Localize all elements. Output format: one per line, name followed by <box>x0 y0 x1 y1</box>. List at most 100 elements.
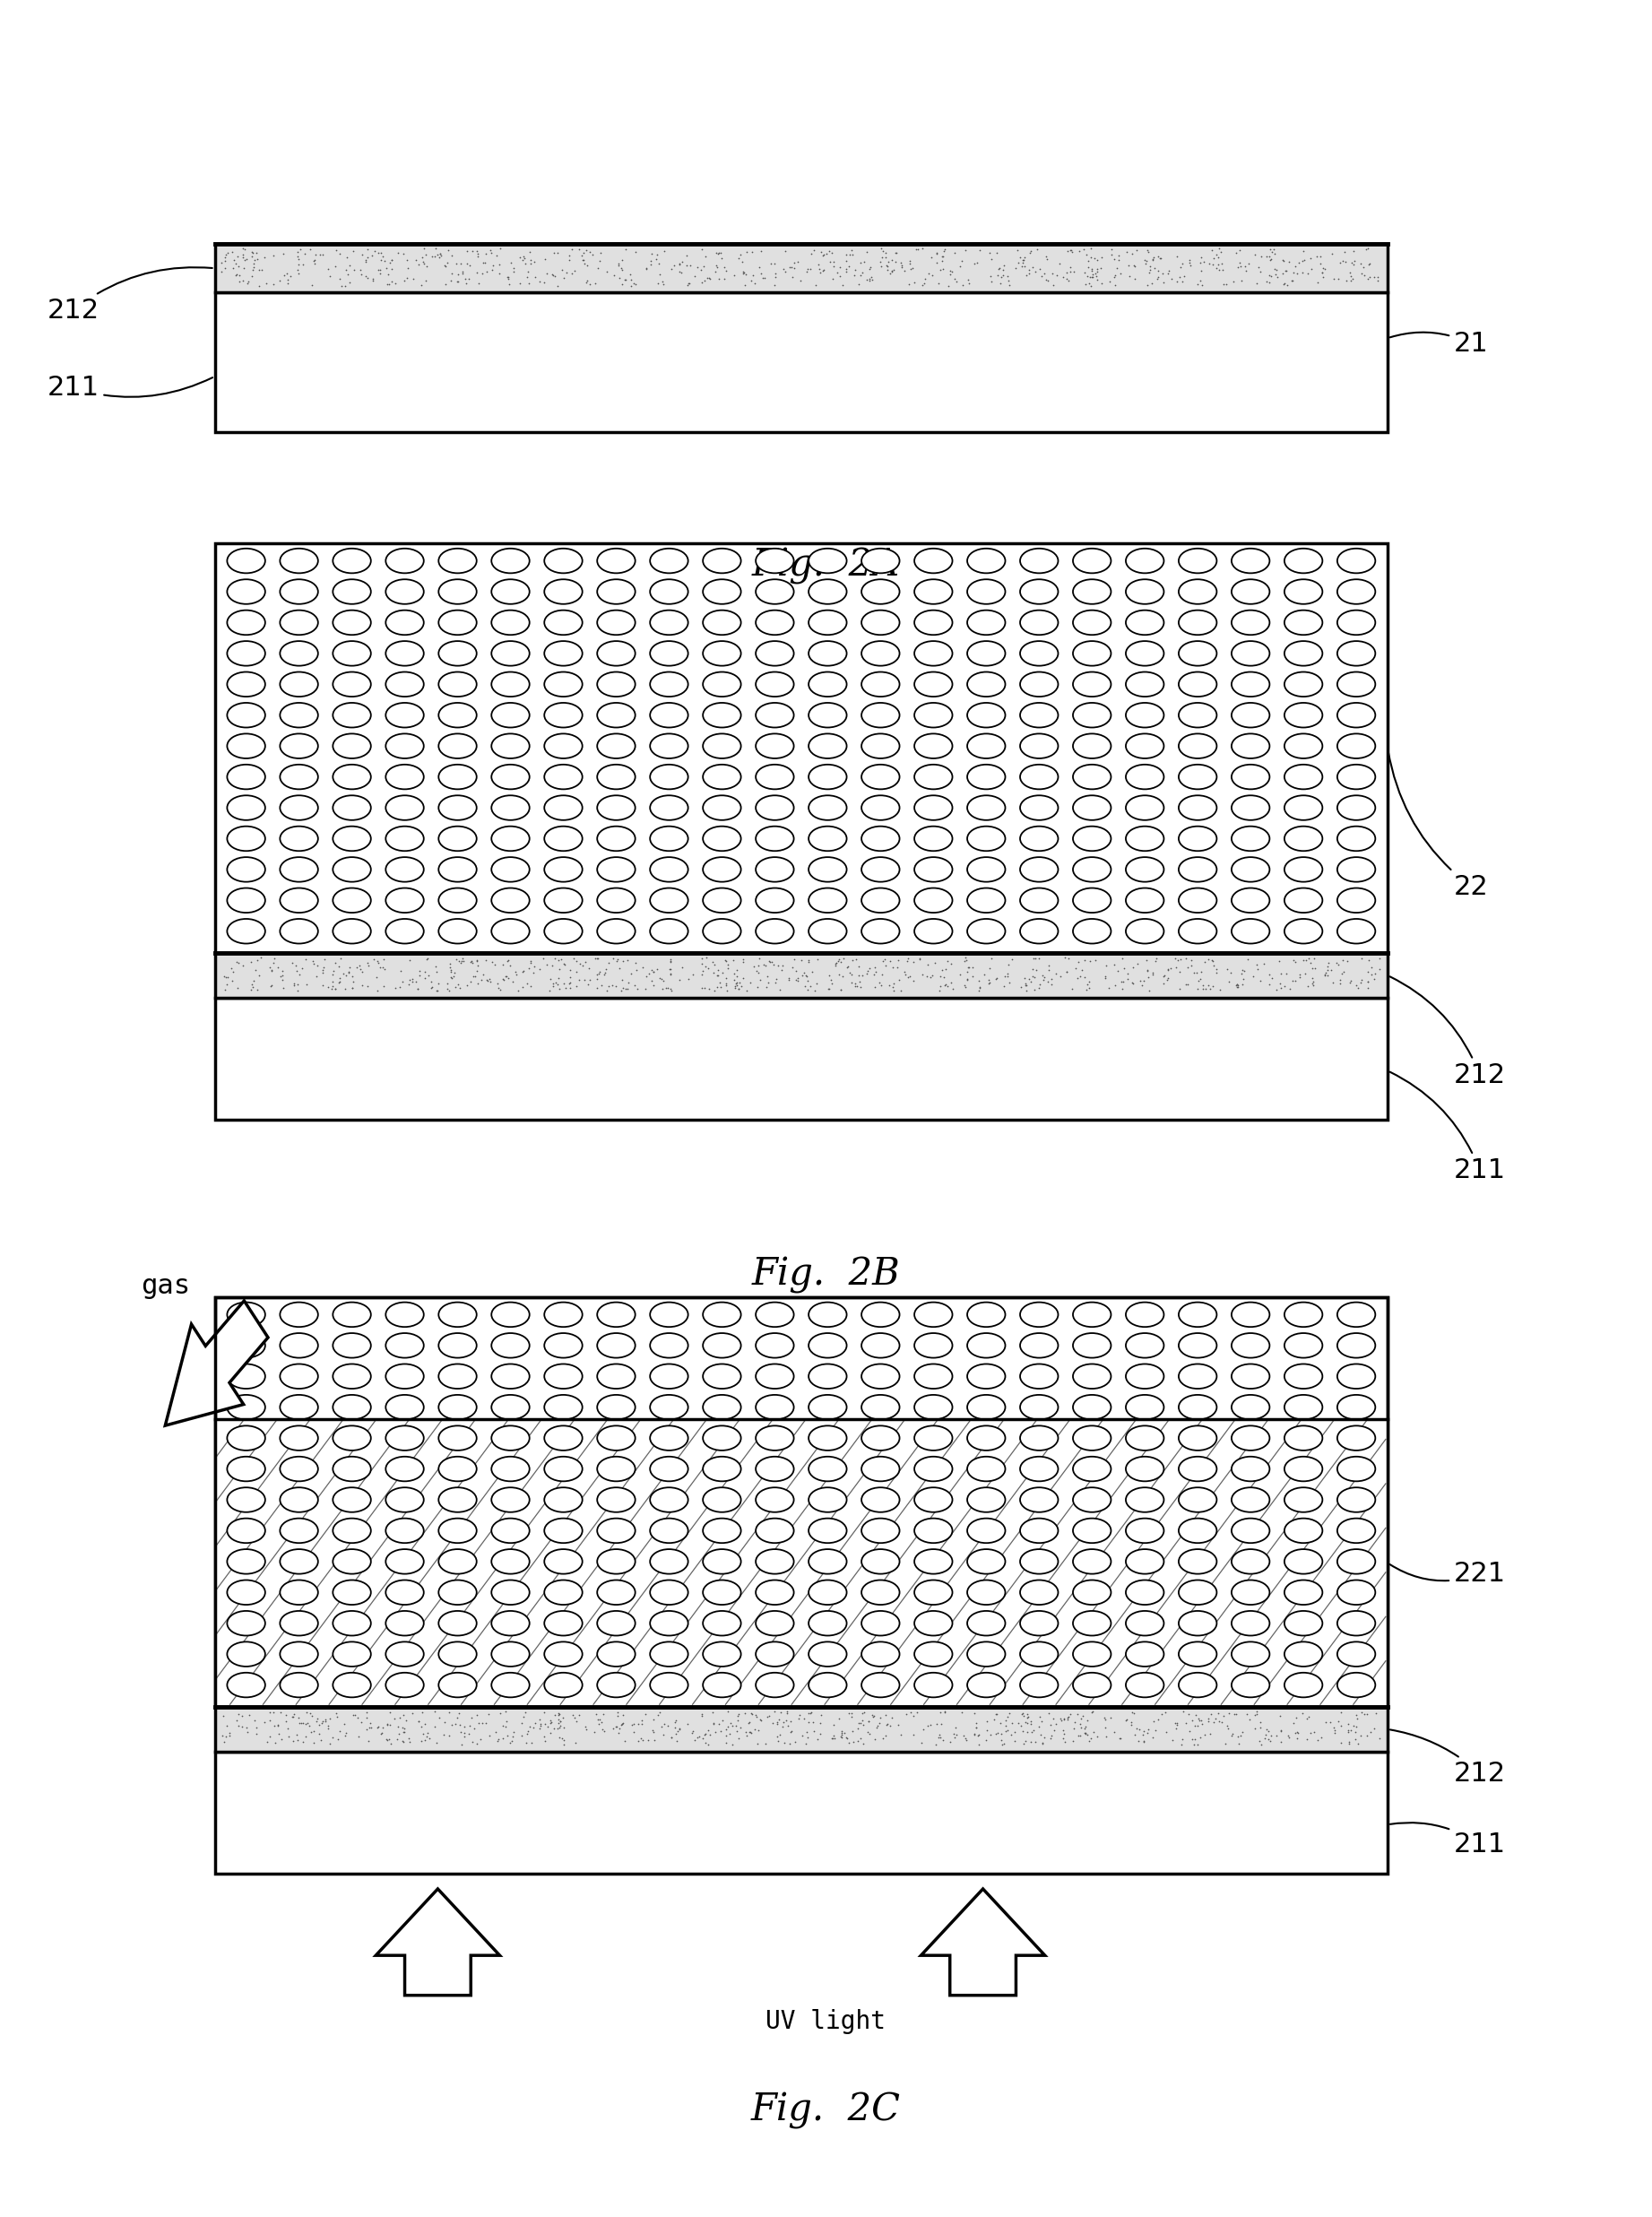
Ellipse shape <box>438 641 477 665</box>
Point <box>415 1716 441 1751</box>
Ellipse shape <box>808 1519 847 1543</box>
Point <box>677 248 704 284</box>
Ellipse shape <box>966 796 1006 820</box>
Point <box>456 1716 482 1751</box>
Point <box>1029 1725 1056 1760</box>
Point <box>230 949 256 984</box>
Point <box>218 951 244 987</box>
Ellipse shape <box>491 548 530 574</box>
Ellipse shape <box>1125 827 1165 851</box>
Ellipse shape <box>226 1519 266 1543</box>
Point <box>1244 947 1270 982</box>
Point <box>1184 962 1211 998</box>
Ellipse shape <box>596 1550 636 1574</box>
Ellipse shape <box>1125 1457 1165 1481</box>
Point <box>1198 942 1224 978</box>
Point <box>753 969 780 1004</box>
Point <box>1067 958 1094 993</box>
Point <box>1180 1703 1206 1738</box>
Point <box>436 1694 463 1729</box>
Ellipse shape <box>914 827 953 851</box>
Point <box>1009 242 1036 277</box>
Point <box>847 969 874 1004</box>
Point <box>1269 1712 1295 1747</box>
Point <box>464 1725 491 1760</box>
Point <box>373 266 400 302</box>
Point <box>927 253 953 288</box>
Point <box>502 953 529 989</box>
Text: 211: 211 <box>1389 1822 1507 1858</box>
Point <box>657 951 684 987</box>
Point <box>316 1700 342 1736</box>
Point <box>879 242 905 277</box>
Point <box>411 953 438 989</box>
Ellipse shape <box>385 734 425 758</box>
Point <box>950 1718 976 1754</box>
Point <box>1343 1720 1370 1756</box>
Point <box>324 1720 350 1756</box>
Point <box>375 1707 401 1743</box>
Point <box>441 1707 468 1743</box>
Point <box>752 262 778 297</box>
Point <box>1168 1727 1194 1763</box>
Ellipse shape <box>1072 1301 1112 1328</box>
Point <box>1036 264 1062 299</box>
Ellipse shape <box>1178 1488 1218 1512</box>
Point <box>1072 255 1099 290</box>
Point <box>378 264 405 299</box>
Point <box>1155 255 1181 290</box>
Point <box>661 1705 687 1740</box>
Ellipse shape <box>491 1519 530 1543</box>
Point <box>801 1714 828 1749</box>
Point <box>895 960 922 995</box>
Point <box>925 266 952 302</box>
Point <box>1289 255 1315 290</box>
Ellipse shape <box>1125 796 1165 820</box>
Point <box>1140 242 1166 277</box>
Point <box>1084 1718 1110 1754</box>
Ellipse shape <box>596 1519 636 1543</box>
Point <box>985 1716 1011 1751</box>
Ellipse shape <box>755 1301 795 1328</box>
Ellipse shape <box>491 827 530 851</box>
Point <box>1125 1712 1151 1747</box>
Ellipse shape <box>279 672 319 696</box>
Point <box>240 253 266 288</box>
Ellipse shape <box>861 796 900 820</box>
Point <box>365 235 392 270</box>
Ellipse shape <box>966 641 1006 665</box>
Point <box>1105 237 1132 273</box>
Point <box>872 235 899 270</box>
Point <box>286 242 312 277</box>
Point <box>697 1716 724 1751</box>
Ellipse shape <box>649 889 689 913</box>
Point <box>449 940 476 975</box>
Point <box>986 251 1013 286</box>
Point <box>1270 266 1297 302</box>
Point <box>900 1698 927 1734</box>
Point <box>885 962 912 998</box>
Point <box>763 255 790 290</box>
Point <box>712 942 738 978</box>
Point <box>849 1703 876 1738</box>
Point <box>586 235 613 270</box>
Ellipse shape <box>755 889 795 913</box>
Point <box>932 960 958 995</box>
Ellipse shape <box>808 1426 847 1450</box>
Point <box>879 1700 905 1736</box>
Point <box>1023 1725 1049 1760</box>
Point <box>312 1703 339 1738</box>
Point <box>558 255 585 290</box>
Ellipse shape <box>755 918 795 944</box>
Point <box>940 1716 966 1751</box>
Point <box>859 262 885 297</box>
Point <box>1307 246 1333 282</box>
Point <box>831 940 857 975</box>
Point <box>1097 1700 1123 1736</box>
Point <box>213 1707 240 1743</box>
Point <box>846 266 872 302</box>
Point <box>1231 962 1257 998</box>
Point <box>996 1696 1023 1731</box>
Point <box>767 973 793 1009</box>
Point <box>1284 257 1310 293</box>
